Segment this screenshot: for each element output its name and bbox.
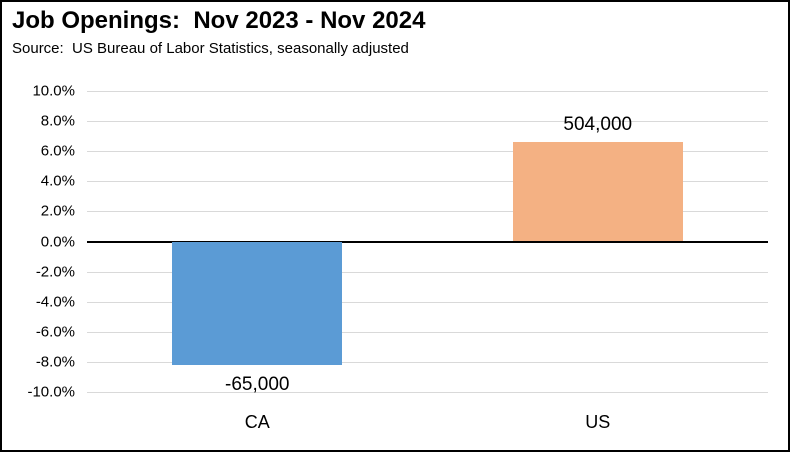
- y-axis-tick-label: 10.0%: [32, 82, 75, 100]
- y-axis-tick-label: 4.0%: [40, 172, 75, 190]
- bar-ca: [172, 241, 342, 365]
- gridline: [87, 271, 768, 273]
- data-label-ca: -65,000: [225, 373, 290, 395]
- y-axis-tick-label: -6.0%: [35, 323, 75, 341]
- bar-us: [513, 142, 683, 242]
- plot-area: 10.0% 8.0% 6.0% 4.0% 2.0% 0.0% -2.0% -4.0% -6.0%…: [27, 84, 768, 431]
- gridline: [87, 181, 768, 183]
- gridline: [87, 361, 768, 363]
- y-axis-tick-label: 8.0%: [40, 112, 75, 130]
- gridline: [87, 392, 768, 393]
- chart-source-note: Source: US Bureau of Labor Statistics, s…: [12, 40, 409, 57]
- gridline: [87, 301, 768, 303]
- gridline: [87, 121, 768, 123]
- zero-axis-line: [87, 240, 768, 243]
- x-axis-category-label-us: US: [585, 412, 611, 432]
- chart-title: Job Openings: Nov 2023 - Nov 2024: [12, 7, 426, 34]
- gridline: [87, 331, 768, 333]
- y-axis-tick-label: 2.0%: [40, 202, 75, 220]
- x-axis-category-label-ca: CA: [244, 412, 270, 432]
- y-axis-tick-label: -10.0%: [27, 383, 75, 401]
- data-label-us: 504,000: [563, 114, 633, 136]
- y-axis-tick-label: -4.0%: [35, 293, 75, 311]
- gridline: [87, 91, 768, 92]
- gridline: [87, 151, 768, 153]
- y-axis-tick-label: -2.0%: [35, 263, 75, 281]
- y-axis-tick-label: 6.0%: [40, 142, 75, 160]
- gridline: [87, 211, 768, 213]
- y-axis-tick-label: 0.0%: [40, 233, 75, 250]
- y-axis-tick-label: -8.0%: [35, 353, 75, 371]
